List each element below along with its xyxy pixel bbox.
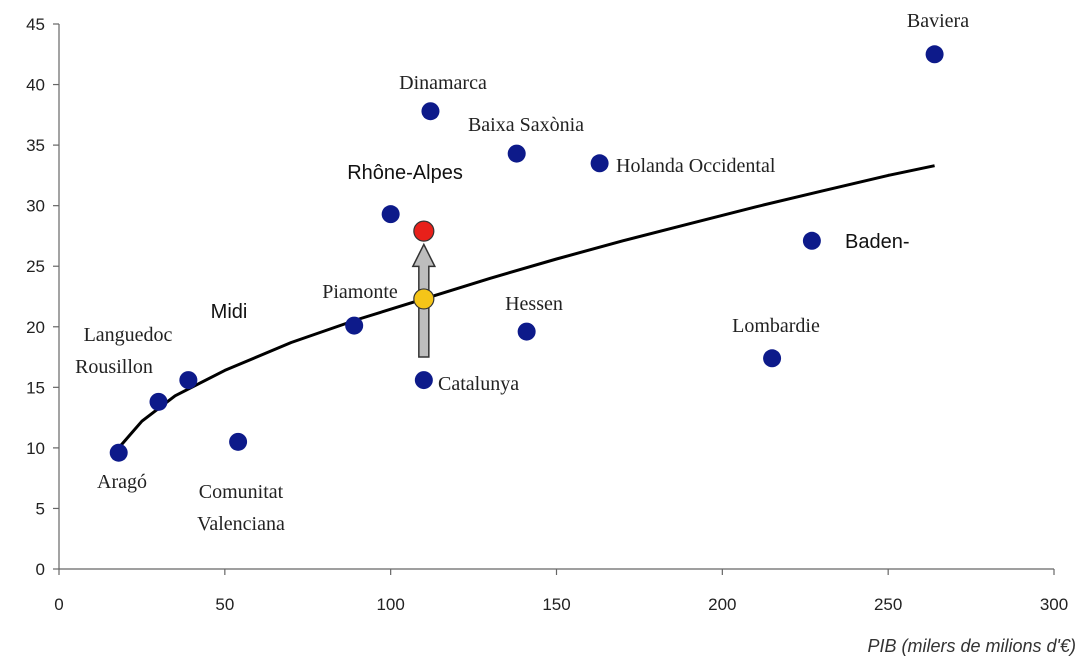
labels-layer: Aragó Languedoc Rousillon Midi Comunitat Vale… xyxy=(75,10,969,535)
highlight-point xyxy=(413,288,435,310)
y-tick-label: 15 xyxy=(26,378,45,397)
point-label: Comunitat xyxy=(199,481,284,503)
data-point xyxy=(590,154,609,173)
point-label: Baixa Saxònia xyxy=(468,114,584,136)
data-point xyxy=(802,231,821,250)
y-tick-label: 35 xyxy=(26,136,45,155)
y-tick-label: 40 xyxy=(26,76,45,95)
data-point xyxy=(507,144,526,163)
point-label: Midi xyxy=(211,301,248,323)
y-tick-label: 10 xyxy=(26,439,45,458)
y-tick-label: 30 xyxy=(26,197,45,216)
point-label: Aragó xyxy=(97,471,147,493)
y-tick-label: 45 xyxy=(26,15,45,34)
x-axis-label: PIB (milers de milions d'€) xyxy=(868,636,1077,656)
point-label: Piamonte xyxy=(322,281,398,303)
data-point xyxy=(179,371,198,390)
data-point xyxy=(345,316,364,335)
point-label: Languedoc xyxy=(84,324,173,346)
points-layer xyxy=(109,45,944,462)
point-label: Baden- xyxy=(845,231,910,253)
highlight-point xyxy=(413,220,435,242)
y-tick-label: 20 xyxy=(26,318,45,337)
axes: 0 5 10 15 20 25 30 35 40 45 0 50 100 150 200 250 300 xyxy=(26,15,1068,614)
y-tick-label: 0 xyxy=(36,560,45,579)
x-tick-label: 300 xyxy=(1040,595,1068,614)
data-point xyxy=(149,392,168,411)
x-tick-label: 250 xyxy=(874,595,902,614)
point-label: Lombardie xyxy=(732,315,820,337)
data-point xyxy=(763,349,782,368)
point-label: Rhône-Alpes xyxy=(347,162,463,184)
x-tick-label: 100 xyxy=(376,595,404,614)
point-label: Hessen xyxy=(505,293,563,315)
point-label: Rousillon xyxy=(75,356,153,378)
data-point xyxy=(414,371,433,390)
x-tick-label: 200 xyxy=(708,595,736,614)
x-tick-label: 50 xyxy=(215,595,234,614)
point-label: Catalunya xyxy=(438,373,519,395)
y-tick-label: 25 xyxy=(26,257,45,276)
x-tick-label: 150 xyxy=(542,595,570,614)
data-point xyxy=(517,322,536,341)
data-point xyxy=(925,45,944,64)
point-label: Dinamarca xyxy=(399,72,487,94)
data-point xyxy=(421,102,440,121)
point-label: Baviera xyxy=(907,10,969,32)
point-label: Valenciana xyxy=(197,513,285,535)
y-tick-label: 5 xyxy=(36,499,45,518)
point-label: Holanda Occidental xyxy=(616,155,776,177)
data-point xyxy=(381,205,400,224)
data-point xyxy=(109,443,128,462)
data-point xyxy=(229,432,248,451)
x-tick-label: 0 xyxy=(54,595,63,614)
